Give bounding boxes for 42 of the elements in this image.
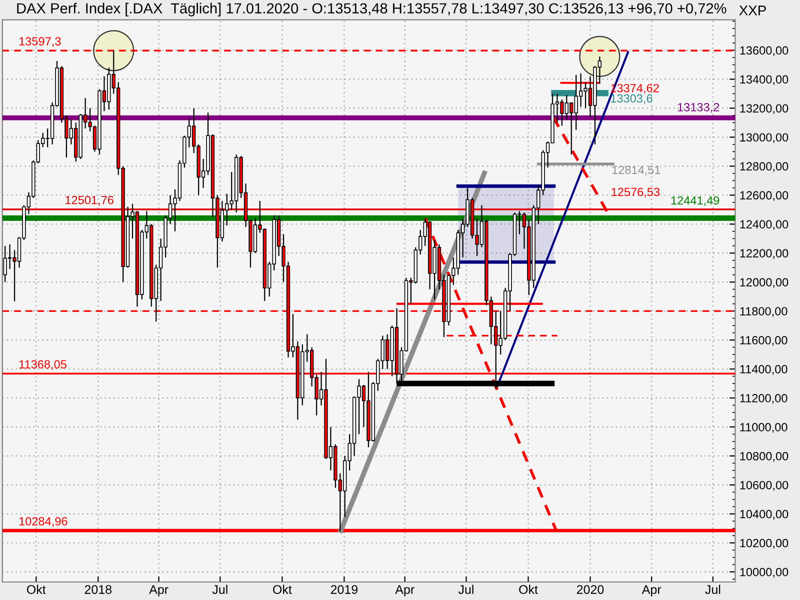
- x-tick-label: Okt: [26, 584, 46, 594]
- ref-line-label: 11368,05: [19, 360, 66, 370]
- x-tick-label: Jul: [212, 584, 228, 594]
- y-tick-label: 11600,00: [740, 336, 788, 346]
- x-tick-label: 2018: [84, 585, 112, 594]
- y-tick-label: 13400,00: [740, 75, 788, 85]
- x-tick-label: 2020: [576, 585, 604, 594]
- y-tick-label: 13200,00: [740, 104, 788, 114]
- ref-line-label: 13597,3: [19, 37, 61, 47]
- y-tick-label: 11800,00: [740, 307, 788, 317]
- x-tick-label: Okt: [273, 584, 292, 594]
- x-tick-label: Apr: [149, 585, 168, 596]
- annotation: 12576,53: [612, 188, 660, 198]
- y-tick-label: 10200,00: [740, 538, 788, 549]
- y-tick-label: 11000,00: [740, 422, 788, 433]
- y-tick-label: 12200,00: [740, 249, 788, 259]
- y-tick-label: 13000,00: [740, 133, 788, 143]
- y-tick-label: 11200,00: [740, 394, 788, 404]
- ref-line-label: 12501,76: [66, 196, 114, 206]
- x-tick-label: Jul: [705, 584, 720, 594]
- y-tick-label: 10800,00: [740, 452, 788, 462]
- x-tick-label: Okt: [519, 584, 538, 594]
- x-tick-label: Apr: [395, 585, 414, 596]
- y-tick-label: 12400,00: [740, 220, 788, 230]
- x-tick-label: Apr: [642, 585, 662, 596]
- y-tick-label: 12800,00: [740, 162, 788, 172]
- ref-line-label: 10284,96: [19, 517, 68, 527]
- y-tick-label: 12000,00: [740, 278, 788, 288]
- y-tick-label: 11400,00: [740, 365, 788, 375]
- chart-title: DAX Perf. Index [.DAX Täglich] 17.01.2020 - O:13513,48 H:13557,78 L:13497,30 C:13526,13 +96,70 +0,72%: [17, 2, 726, 16]
- y-tick-label: 12600,00: [740, 191, 788, 201]
- y-axis-title: XXP: [739, 6, 766, 16]
- x-tick-label: 2019: [330, 585, 358, 594]
- annotation: 13133,2: [678, 103, 720, 113]
- x-tick-label: Jul: [458, 584, 474, 594]
- y-tick-label: 13600,00: [740, 46, 788, 56]
- annotation: 12441,49: [671, 196, 720, 206]
- y-tick-label: 10600,00: [740, 480, 788, 491]
- y-tick-label: 10000,00: [740, 568, 788, 578]
- annotation: 12814,51: [612, 166, 660, 176]
- y-tick-label: 10400,00: [740, 510, 788, 520]
- annotation: 13303,6: [611, 94, 652, 104]
